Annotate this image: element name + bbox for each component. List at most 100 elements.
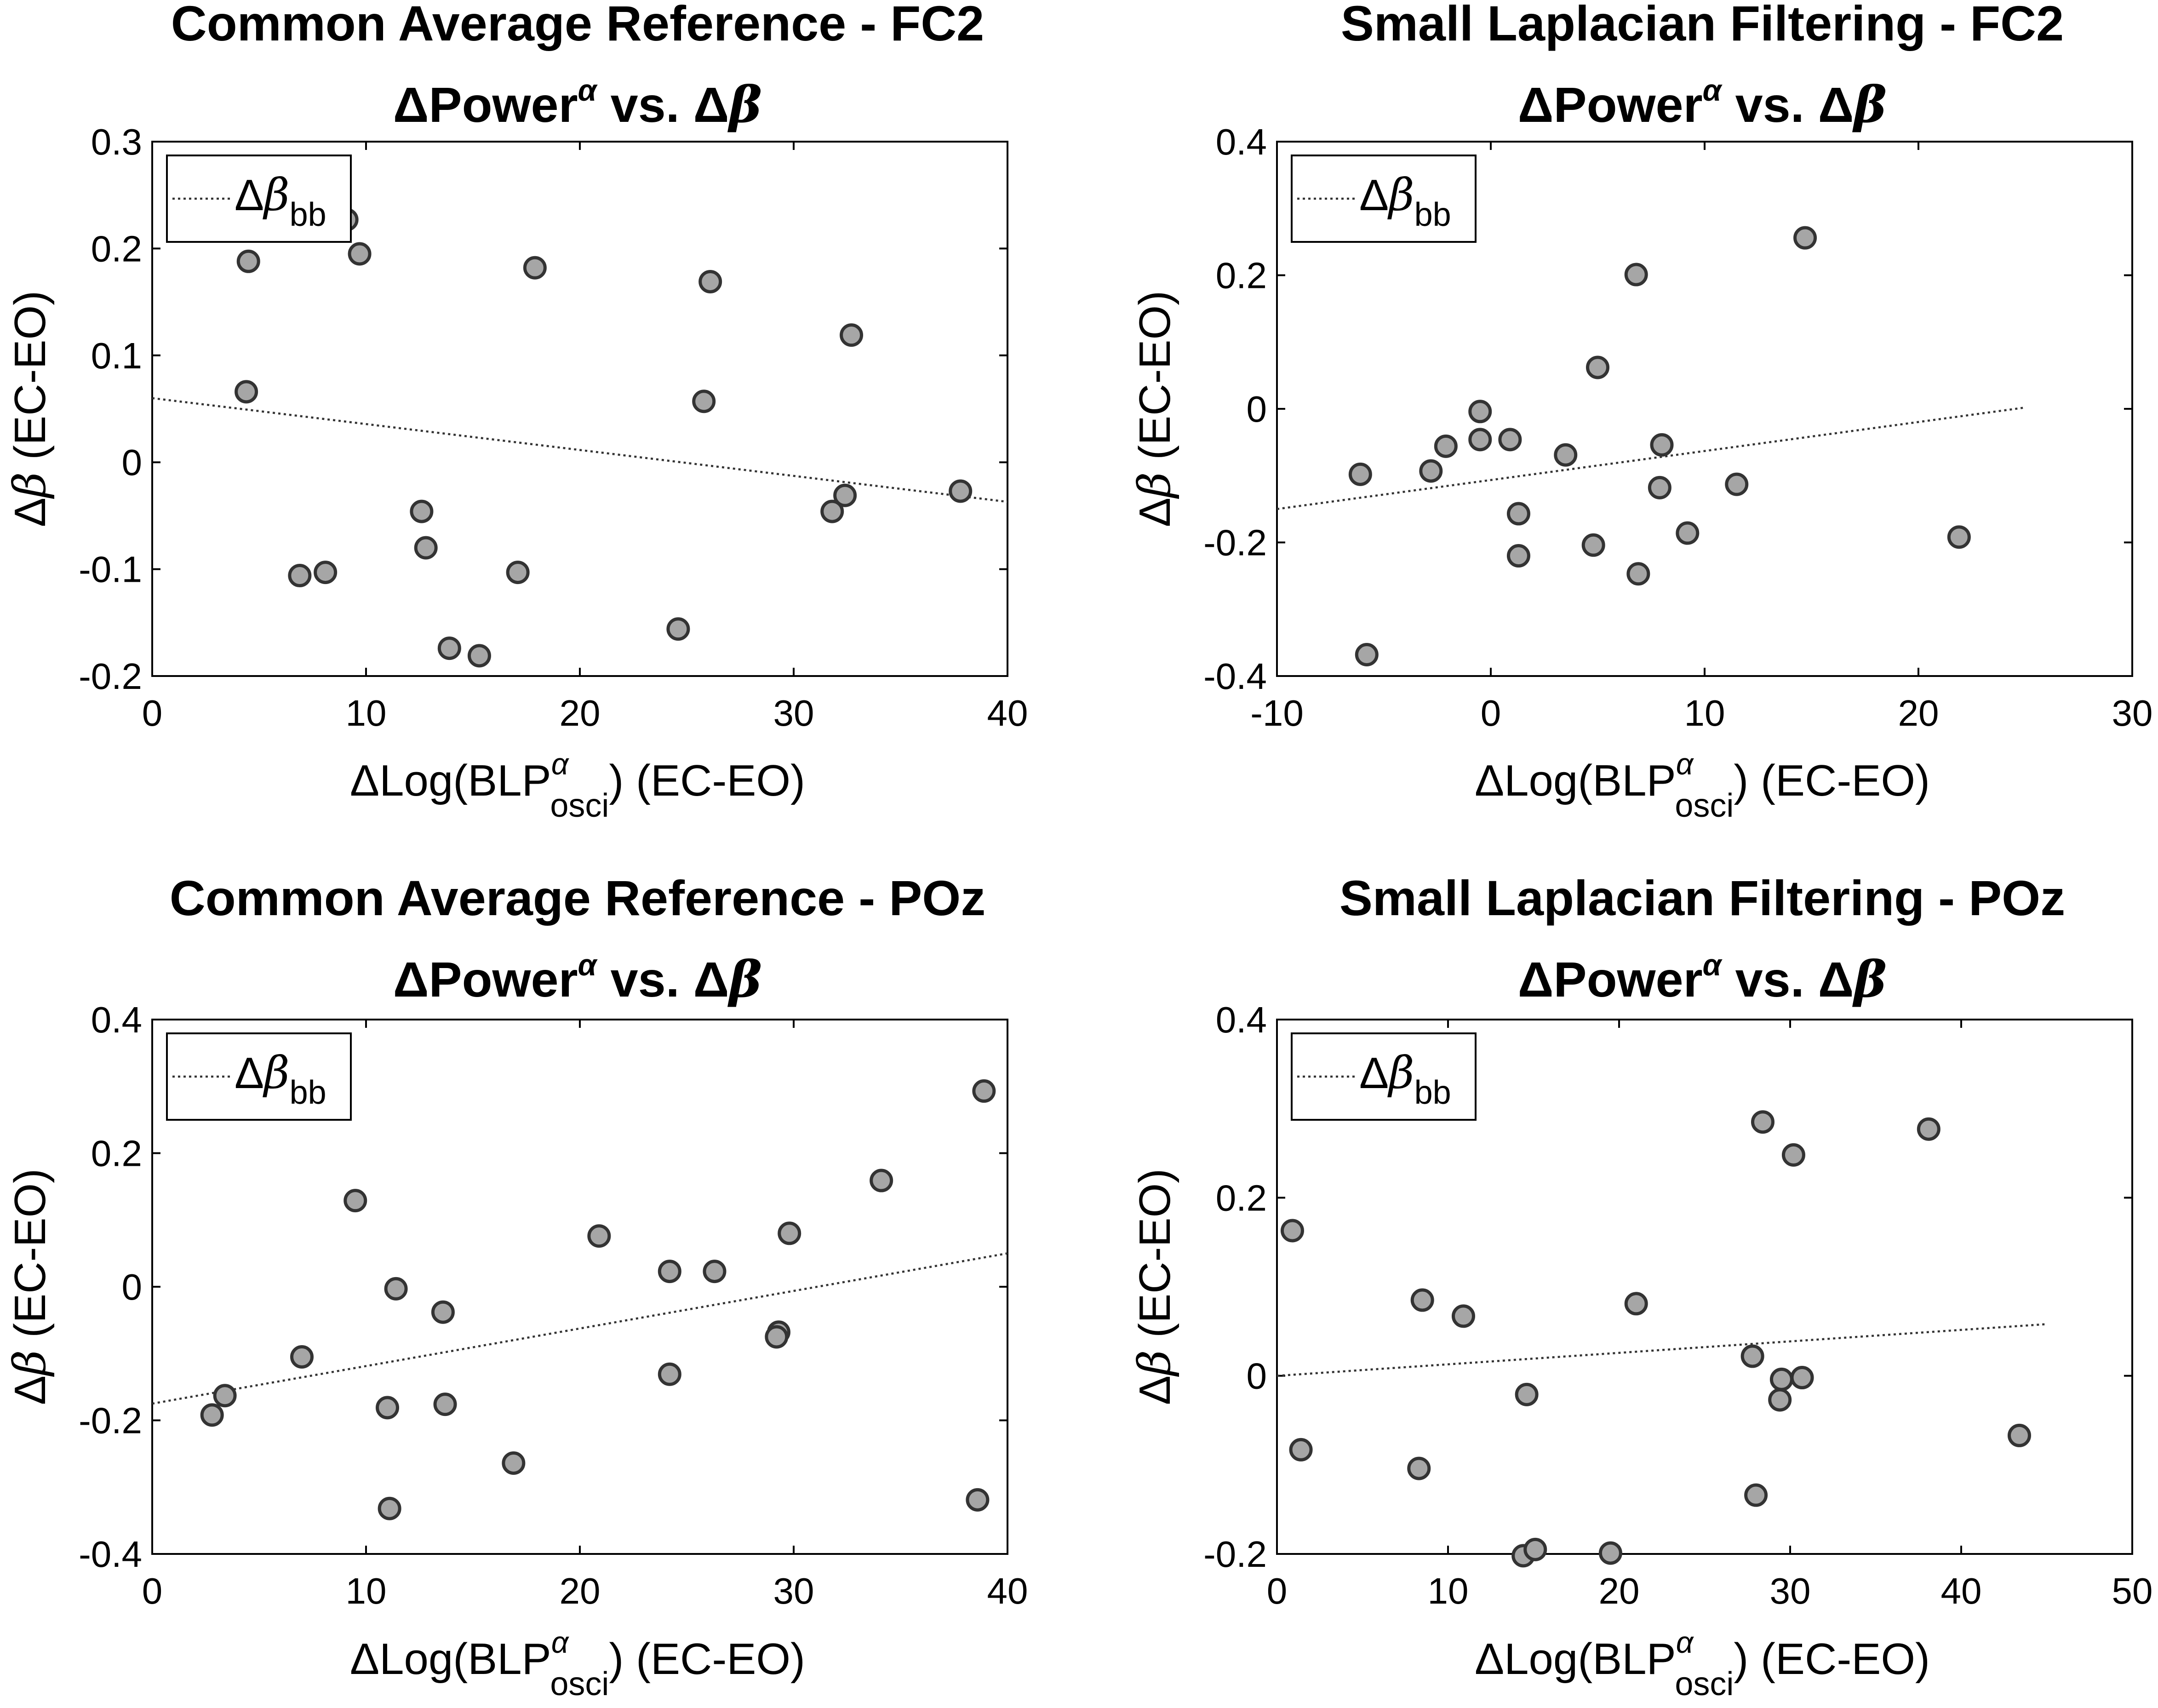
x-axis-label: ΔLog(BLPα osci) (EC-EO) [1475,747,1930,824]
x-tick-label: 40 [987,693,1028,734]
legend-box [1291,1032,1477,1121]
x-tick-label: 20 [1599,1570,1640,1611]
panel-title-line1: Common Average Reference - FC2 [171,0,985,51]
scatter-point [658,1260,681,1284]
y-tick-label: 0 [1247,389,1267,430]
x-tick-label: 30 [773,693,814,734]
scatter-point [1917,1117,1940,1141]
scatter-point [833,483,857,507]
scatter-point [703,1260,727,1284]
legend: Δβbb [166,1032,352,1121]
scatter-point [949,479,973,503]
panel-title-line2: ΔPowerα vs. Δβ [1518,73,1887,134]
panel-car-fc2: Common Average Reference - FC2 ΔPowerα v… [4,0,1028,824]
scatter-point [1650,433,1674,457]
scatter-point [1355,643,1379,667]
legend-label: Δβbb [1359,1047,1451,1111]
data-points [1280,1110,2031,1568]
scatter-point [235,380,258,404]
scatter-point [1751,1110,1774,1134]
scatter-point [433,1393,457,1416]
scatter-point [1586,355,1609,379]
scatter-point [290,1345,314,1369]
scatter-point [1289,1438,1313,1462]
scatter-point [1740,1344,1764,1368]
scatter-point [1451,1304,1475,1328]
axis-ticks [1276,141,2133,677]
x-tick-label: 40 [987,1570,1028,1611]
y-tick-label: 0.2 [1216,255,1267,296]
scatter-point [1419,459,1443,483]
y-tick-label: 0.2 [1216,1177,1267,1218]
fit-line-group [152,1252,1008,1405]
scatter-point [1468,400,1492,424]
fit-line-group [152,397,1008,503]
scatter-point [523,256,547,280]
scatter-point [1781,1143,1805,1167]
scatter-point [1768,1388,1792,1412]
scatter-point [2007,1423,2031,1447]
fit-line-group [1276,1323,2047,1377]
x-tick-label: 10 [1428,1570,1469,1611]
scatter-point [467,644,491,668]
legend: Δβbb [1291,155,1477,243]
fit-line [1276,406,2026,510]
x-axis-label: ΔLog(BLPα osci) (EC-EO) [350,747,805,824]
y-tick-label: -0.2 [1203,522,1267,563]
legend-box [166,1032,352,1121]
scatter-point [1407,1456,1431,1480]
data-points [200,1079,996,1520]
scatter-point [343,1189,367,1213]
x-tick-label: 50 [2112,1570,2153,1611]
x-tick-label: 20 [560,1570,601,1611]
legend-box [166,155,352,243]
y-tick-label: 0.4 [1216,999,1267,1040]
scatter-point [1506,502,1530,526]
x-tick-label: 10 [346,693,387,734]
x-tick-label: 0 [1267,1570,1288,1611]
scatter-point [200,1403,224,1427]
legend: Δβbb [1291,1032,1477,1121]
scatter-point [666,617,690,641]
panel-slf-poz: Small Laplacian Filtering - POz ΔPowerα … [1129,870,2152,1702]
x-tick-label: 30 [1770,1570,1811,1611]
y-tick-label: 0.4 [1216,121,1267,162]
scatter-point [820,499,844,523]
scatter-point [1769,1367,1793,1391]
legend: Δβbb [166,155,352,243]
legend-label: Δβbb [235,169,326,233]
scatter-point [1626,562,1650,586]
scatter-point [378,1496,401,1520]
panel-car-poz: Common Average Reference - POz ΔPowerα v… [4,870,1028,1702]
y-tick-label: 0 [1247,1356,1267,1397]
y-tick-label: 0 [122,1267,143,1307]
x-tick-label: 20 [1898,693,1939,734]
scatter-point [692,390,716,413]
x-axis-label: ΔLog(BLPα osci) (EC-EO) [350,1625,805,1702]
scatter-point [1515,1382,1539,1406]
x-tick-label: 30 [773,1570,814,1611]
x-axis-label: ΔLog(BLPα osci) (EC-EO) [1475,1625,1930,1702]
scatter-point [1523,1537,1547,1561]
scatter-point [384,1277,408,1301]
scatter-point [236,249,260,273]
y-tick-label: -0.2 [79,1400,142,1441]
scatter-point [1498,428,1522,452]
scatter-point [765,1325,789,1349]
x-tick-label: 10 [1684,693,1725,734]
scatter-point [698,269,722,293]
y-tick-label: 0.2 [91,1133,142,1174]
y-tick-label: -0.1 [79,549,142,590]
fit-line-group [1276,406,2026,510]
fit-line [1276,1323,2047,1377]
scatter-point [1410,1288,1434,1312]
panel-title-line2: ΔPowerα vs. Δβ [393,73,762,134]
scatter-point [1793,226,1817,250]
scatter-point [1506,544,1530,568]
scatter-point [870,1169,893,1192]
scatter-point [658,1362,681,1386]
scatter-point [410,499,434,523]
y-tick-label: -0.2 [79,656,142,697]
y-axis-label: Δβ (EC-EO) [4,1169,56,1405]
